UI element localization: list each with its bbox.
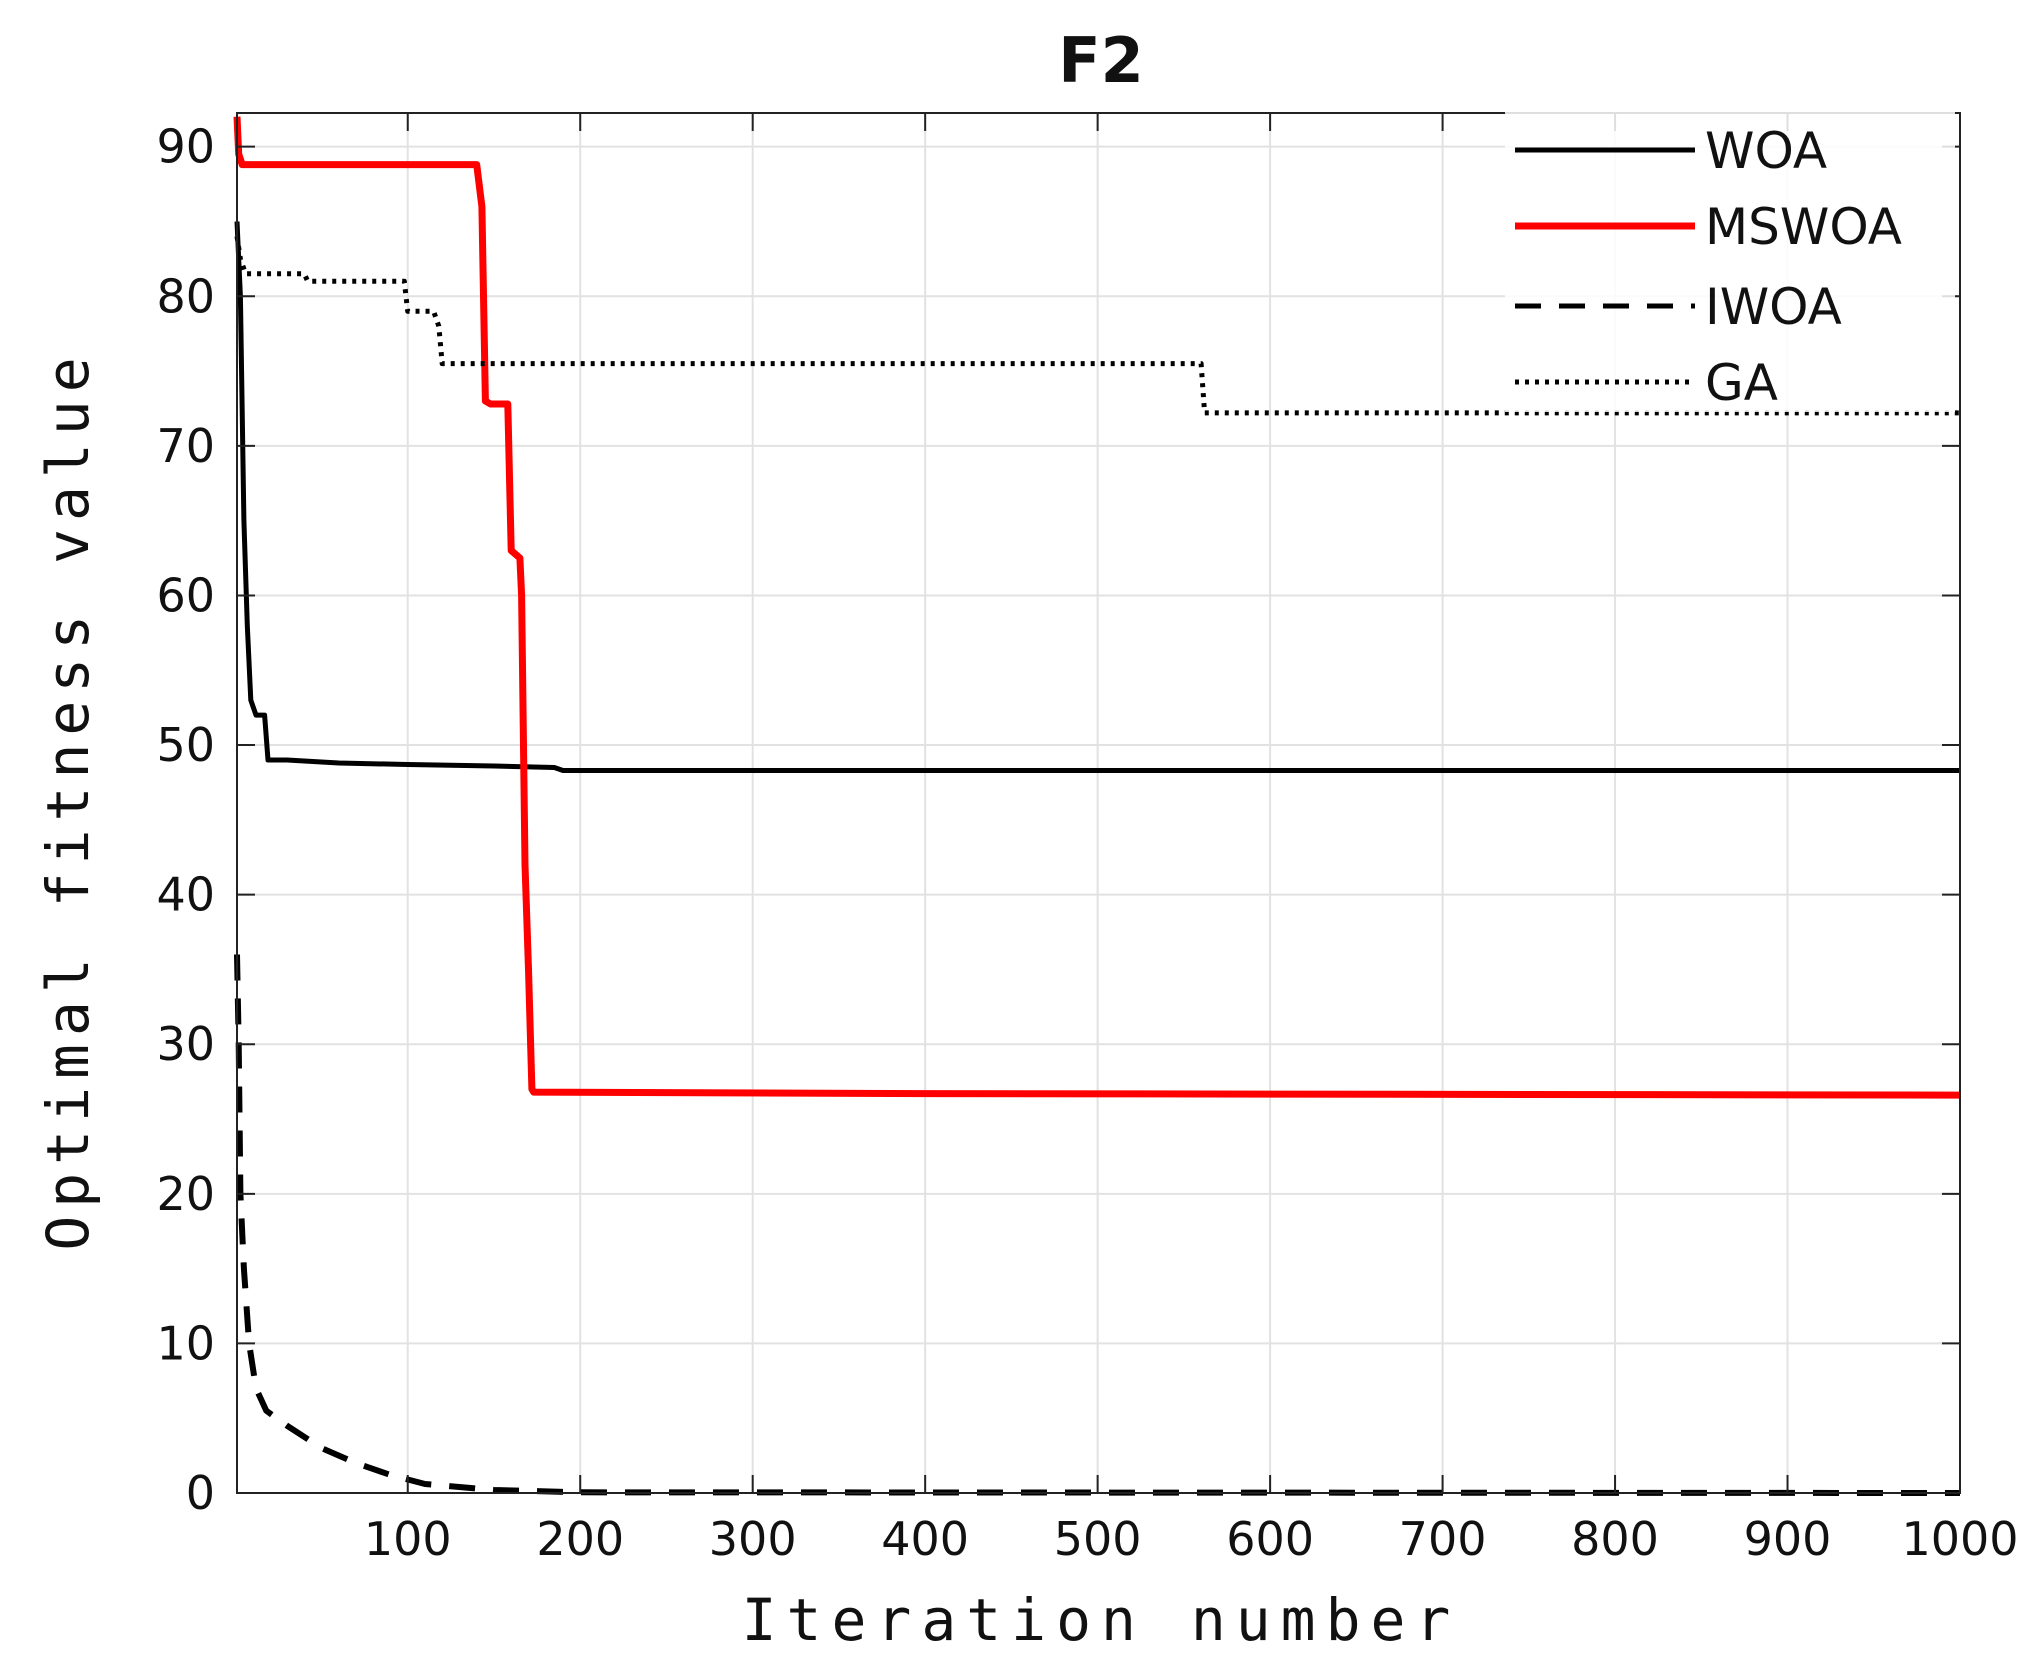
series-line-mswoa [233,116,1961,1099]
y-tick-label: 10 [156,1316,215,1370]
y-tick-label: 70 [156,419,215,473]
series-line-iwoa [234,954,1961,1496]
x-tick-label: 1000 [1901,1512,2018,1566]
y-tick-label: 90 [156,120,215,174]
x-tick-label: 100 [364,1512,452,1566]
y-tick-label: 50 [156,718,215,772]
x-tick-label: 800 [1571,1512,1659,1566]
series-line-ga [234,236,1960,416]
x-tick-label: 700 [1399,1512,1487,1566]
legend-label-woa: WOA [1705,122,1827,180]
x-tick-label: 200 [536,1512,624,1566]
legend-box [1505,112,1955,412]
legend-label-ga: GA [1705,354,1778,412]
axis-ticks: 100 200 300 400 500 600 700 800 900 1000 0 10 20 30 40… [156,113,2019,1566]
y-tick-label: 0 [186,1466,215,1520]
y-tick-label: 60 [156,568,215,622]
y-axis-label: Optimal fitness value [34,349,102,1250]
x-tick-label: 600 [1226,1512,1314,1566]
y-tick-label: 80 [156,269,215,323]
x-tick-label: 500 [1054,1512,1142,1566]
x-axis-label: Iteration number [742,1586,1461,1654]
x-tick-label: 900 [1744,1512,1832,1566]
series-lines [233,116,1961,1496]
chart-title: F2 [1058,24,1144,97]
legend: WOA MSWOA IWOA GA [1505,112,1955,412]
y-tick-label: 20 [156,1167,215,1221]
legend-label-mswoa: MSWOA [1705,198,1902,256]
y-tick-label: 30 [156,1017,215,1071]
series-line-woa [234,221,1960,773]
x-tick-label: 300 [709,1512,797,1566]
y-tick-label: 40 [156,868,215,922]
x-tick-label: 400 [881,1512,969,1566]
legend-label-iwoa: IWOA [1705,278,1842,336]
